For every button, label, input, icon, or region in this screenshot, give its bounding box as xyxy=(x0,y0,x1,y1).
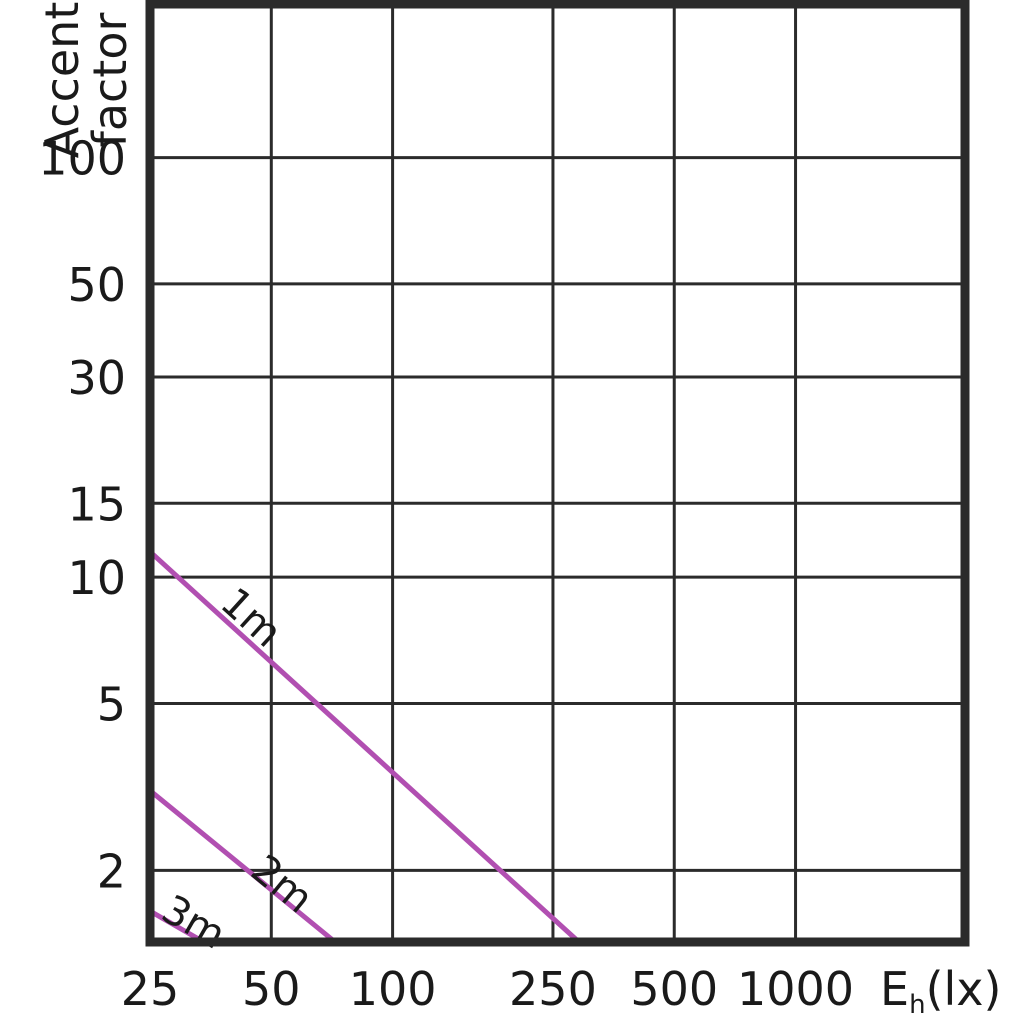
y-tick-label-10: 10 xyxy=(67,551,126,605)
y-tick-label-2: 2 xyxy=(97,844,126,898)
series-label-1m: 1m xyxy=(212,579,291,656)
x-tick-label-25: 25 xyxy=(121,962,180,1016)
y-tick-label-50: 50 xyxy=(67,258,126,312)
series-line-3m xyxy=(148,908,206,945)
x-tick-label-100: 100 xyxy=(349,962,437,1016)
x-axis-title-unit: (lx) xyxy=(926,962,1002,1016)
y-tick-label-30: 30 xyxy=(67,351,126,405)
plot-frame xyxy=(145,0,970,947)
x-tick-label-250: 250 xyxy=(509,962,597,1016)
y-tick-label-100: 100 xyxy=(38,132,126,186)
grid-lines xyxy=(150,4,965,942)
series-line-1m xyxy=(148,549,581,944)
x-tick-label-1000: 1000 xyxy=(737,962,854,1016)
x-axis-title: Eh(lx) xyxy=(880,962,1001,1020)
x-axis-title-subscript: h xyxy=(909,990,925,1020)
y-axis-title-line1: Accent xyxy=(35,2,89,159)
x-tick-label-500: 500 xyxy=(630,962,718,1016)
series-label-2m: 2m xyxy=(242,846,321,922)
series-label-3m: 3m xyxy=(154,887,233,959)
x-axis-title-main: E xyxy=(880,962,909,1016)
y-tick-label-15: 15 xyxy=(67,477,126,531)
series-line-2m xyxy=(148,788,337,944)
y-axis-title-line2: factor xyxy=(83,13,137,148)
x-tick-label-50: 50 xyxy=(242,962,301,1016)
y-tick-label-5: 5 xyxy=(97,677,126,731)
